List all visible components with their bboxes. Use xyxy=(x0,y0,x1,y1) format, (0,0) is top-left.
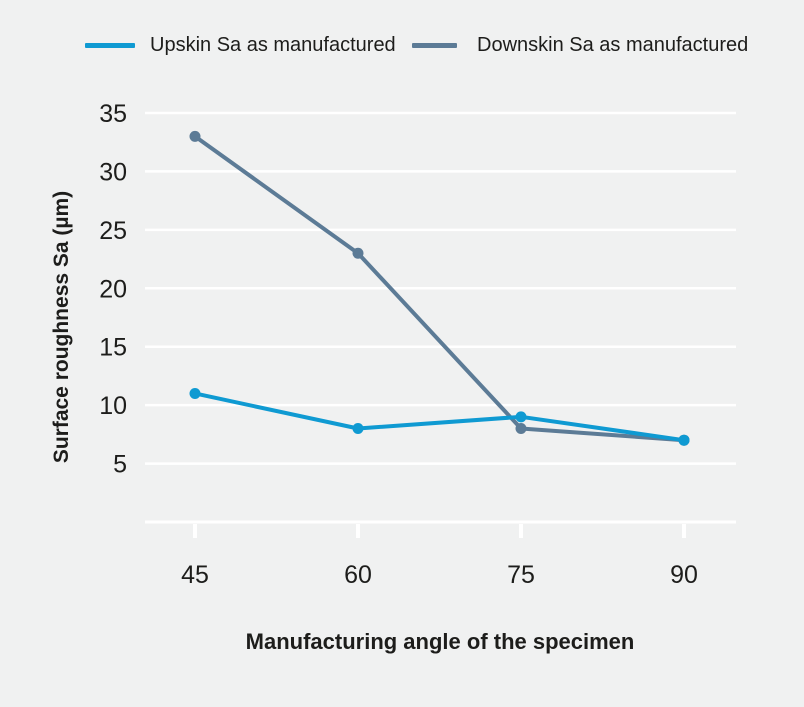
y-tick-label-25: 25 xyxy=(99,217,127,245)
legend-label-downskin: Downskin Sa as manufactured xyxy=(477,34,749,56)
y-tick-label-15: 15 xyxy=(99,334,127,362)
x-tick-label-60: 60 xyxy=(344,561,372,589)
legend-item-upskin: Upskin Sa as manufactured xyxy=(85,33,396,57)
data-point-downskin-75 xyxy=(515,423,527,435)
y-tick-label-5: 5 xyxy=(113,451,127,479)
x-tick-label-90: 90 xyxy=(670,561,698,589)
y-tick-label-30: 30 xyxy=(99,158,127,186)
downskin-line-swatch xyxy=(412,42,457,48)
legend: Upskin Sa as manufactured Downskin Sa as… xyxy=(0,33,804,57)
y-tick-label-35: 35 xyxy=(99,100,127,128)
data-point-upskin-90 xyxy=(678,434,690,446)
series-line-downskin xyxy=(193,134,686,443)
x-axis-title: Manufacturing angle of the specimen xyxy=(245,629,635,654)
data-point-upskin-60 xyxy=(352,423,364,435)
legend-label-upskin: Upskin Sa as manufactured xyxy=(150,34,396,56)
data-point-upskin-45 xyxy=(189,387,201,399)
y-tick-label-20: 20 xyxy=(99,275,127,303)
data-point-upskin-75 xyxy=(515,411,527,423)
series-line-upskin xyxy=(193,391,686,443)
data-point-downskin-60 xyxy=(352,247,364,259)
legend-item-downskin: Downskin Sa as manufactured xyxy=(412,33,748,57)
data-point-downskin-45 xyxy=(189,130,201,142)
y-tick-label-10: 10 xyxy=(99,392,127,420)
x-tick-label-75: 75 xyxy=(507,561,535,589)
x-tick-label-45: 45 xyxy=(181,561,209,589)
upskin-line-swatch xyxy=(85,42,135,48)
